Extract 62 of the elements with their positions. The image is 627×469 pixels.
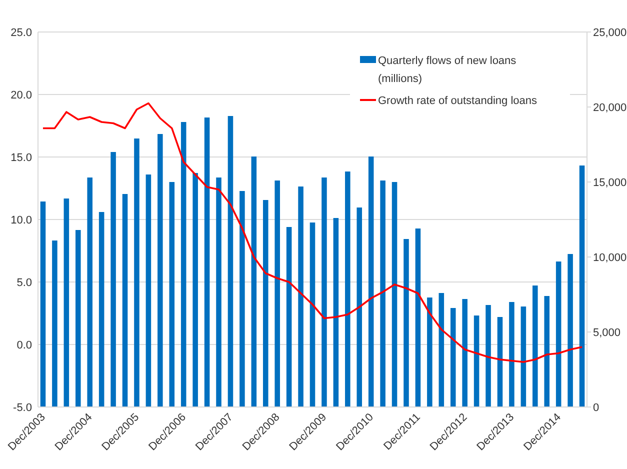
bar xyxy=(87,178,92,407)
bar xyxy=(122,194,128,407)
bar xyxy=(356,208,362,407)
y-tick-label: 15.0 xyxy=(10,152,32,164)
y2-tick-label: 15,000 xyxy=(593,176,627,189)
bar xyxy=(158,134,163,407)
bar xyxy=(532,286,538,407)
bar xyxy=(146,174,152,407)
bar xyxy=(380,180,386,407)
bar xyxy=(415,228,421,407)
bar xyxy=(286,227,292,407)
bar xyxy=(134,138,140,407)
bar xyxy=(76,230,81,407)
bar xyxy=(110,152,116,407)
y2-tick-label: 0 xyxy=(593,402,600,414)
bar xyxy=(509,302,514,407)
y-tick-label: 0.0 xyxy=(16,339,32,352)
legend-label: Quarterly flows of new loans (millions) xyxy=(378,54,517,85)
y-tick-label: 25.0 xyxy=(10,26,32,39)
bar xyxy=(368,156,374,407)
bar xyxy=(262,200,268,407)
bar xyxy=(497,317,503,407)
bar xyxy=(333,218,339,407)
bar xyxy=(310,222,316,407)
bar xyxy=(520,306,526,407)
bar xyxy=(180,122,186,407)
bar xyxy=(579,166,585,407)
y-tick-label: 5.0 xyxy=(16,276,32,289)
bar xyxy=(427,298,432,407)
bar xyxy=(322,178,327,407)
bar xyxy=(345,172,350,407)
bar xyxy=(544,296,550,407)
bar xyxy=(64,198,70,407)
bar xyxy=(52,240,58,407)
bar xyxy=(298,186,304,407)
y2-tick-label: 10,000 xyxy=(593,252,627,264)
bar xyxy=(40,202,46,407)
bar xyxy=(228,116,234,407)
bar xyxy=(192,173,198,407)
bar xyxy=(169,182,175,407)
y2-tick-label: 20,000 xyxy=(593,102,627,114)
bar xyxy=(462,299,468,407)
bar xyxy=(450,308,456,407)
bar xyxy=(240,191,245,407)
bar xyxy=(274,180,280,407)
legend-label: Growth rate of outstanding loans xyxy=(378,94,538,107)
y-tick-label: 10.0 xyxy=(10,214,32,226)
y-tick-label: 20.0 xyxy=(10,89,32,102)
bar xyxy=(98,212,104,407)
bar xyxy=(251,156,257,407)
y2-tick-label: 25,000 xyxy=(593,26,627,39)
bar xyxy=(438,293,444,407)
bar xyxy=(204,118,210,407)
bar xyxy=(404,239,409,407)
bar xyxy=(474,316,480,407)
bar xyxy=(486,305,491,407)
bar xyxy=(392,182,398,407)
bar xyxy=(568,254,573,407)
y2-tick-label: 5,000 xyxy=(593,326,621,339)
y-tick-label: -5.0 xyxy=(13,402,32,414)
bar xyxy=(216,178,222,407)
bar xyxy=(556,262,562,407)
